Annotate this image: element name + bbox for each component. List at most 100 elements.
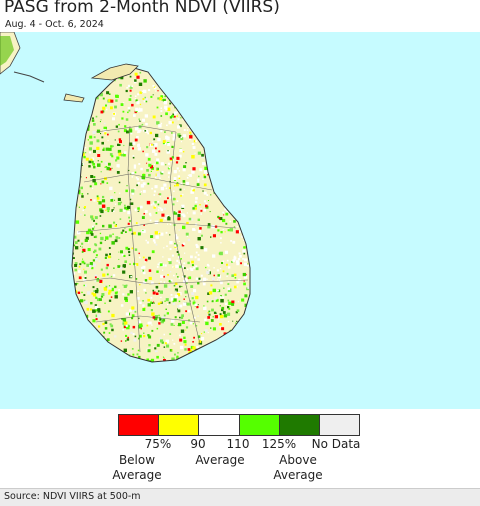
- vegetation-pixel: [165, 112, 168, 116]
- vegetation-pixel: [74, 82, 78, 86]
- vegetation-pixel: [135, 362, 136, 363]
- vegetation-pixel: [114, 239, 118, 243]
- vegetation-pixel: [192, 346, 196, 350]
- vegetation-pixel: [217, 229, 220, 232]
- vegetation-pixel: [156, 327, 159, 330]
- vegetation-pixel: [227, 229, 230, 232]
- vegetation-pixel: [170, 68, 173, 70]
- vegetation-pixel: [224, 231, 226, 233]
- vegetation-pixel: [106, 182, 109, 184]
- vegetation-pixel: [251, 72, 253, 74]
- vegetation-pixel: [179, 149, 183, 153]
- vegetation-pixel: [212, 288, 216, 293]
- vegetation-pixel: [203, 174, 206, 176]
- vegetation-pixel: [149, 162, 151, 164]
- vegetation-pixel: [210, 284, 213, 287]
- vegetation-pixel: [108, 247, 111, 249]
- vegetation-pixel: [135, 364, 137, 366]
- vegetation-pixel: [128, 98, 132, 101]
- vegetation-pixel: [160, 296, 162, 299]
- vegetation-pixel: [80, 350, 83, 352]
- vegetation-pixel: [161, 81, 165, 84]
- vegetation-pixel: [211, 308, 214, 312]
- vegetation-pixel: [97, 308, 101, 312]
- vegetation-pixel: [79, 323, 83, 326]
- vegetation-pixel: [231, 189, 235, 193]
- vegetation-pixel: [89, 230, 93, 235]
- vegetation-pixel: [129, 198, 132, 201]
- vegetation-pixel: [102, 322, 105, 326]
- vegetation-pixel: [215, 68, 218, 71]
- vegetation-pixel: [81, 246, 83, 248]
- legend-swatch-1: [158, 414, 199, 436]
- vegetation-pixel: [71, 155, 72, 156]
- vegetation-pixel: [197, 258, 200, 261]
- vegetation-pixel: [98, 336, 101, 339]
- vegetation-pixel: [169, 196, 173, 199]
- vegetation-pixel: [137, 144, 140, 147]
- vegetation-pixel: [125, 312, 129, 316]
- vegetation-pixel: [153, 346, 155, 348]
- vegetation-pixel: [112, 233, 114, 235]
- vegetation-pixel: [251, 328, 253, 330]
- vegetation-pixel: [73, 332, 76, 334]
- vegetation-pixel: [176, 366, 179, 369]
- vegetation-pixel: [235, 345, 239, 349]
- vegetation-pixel: [81, 152, 85, 156]
- vegetation-pixel: [75, 181, 79, 185]
- vegetation-pixel: [236, 262, 240, 266]
- vegetation-pixel: [177, 214, 181, 217]
- vegetation-pixel: [196, 101, 198, 104]
- vegetation-pixel: [78, 349, 81, 352]
- vegetation-pixel: [166, 245, 168, 247]
- vegetation-pixel: [163, 247, 165, 249]
- vegetation-pixel: [72, 313, 73, 316]
- vegetation-pixel: [78, 276, 82, 280]
- vegetation-pixel: [185, 310, 187, 313]
- vegetation-pixel: [168, 280, 171, 282]
- vegetation-pixel: [92, 179, 96, 183]
- vegetation-pixel: [203, 305, 205, 307]
- vegetation-pixel: [215, 87, 217, 89]
- vegetation-pixel: [194, 256, 197, 259]
- vegetation-pixel: [224, 193, 228, 198]
- vegetation-pixel: [159, 318, 162, 321]
- vegetation-pixel: [120, 201, 123, 204]
- vegetation-pixel: [73, 235, 77, 239]
- vegetation-pixel: [231, 131, 234, 134]
- vegetation-pixel: [251, 181, 254, 184]
- vegetation-pixel: [247, 92, 250, 95]
- vegetation-pixel: [187, 261, 190, 265]
- vegetation-pixel: [208, 291, 213, 295]
- vegetation-pixel: [87, 94, 90, 97]
- vegetation-pixel: [118, 251, 120, 253]
- vegetation-pixel: [219, 326, 221, 328]
- vegetation-pixel: [220, 299, 224, 303]
- vegetation-pixel: [132, 155, 135, 157]
- vegetation-pixel: [82, 248, 86, 252]
- vegetation-pixel: [225, 108, 228, 111]
- vegetation-pixel: [230, 240, 232, 242]
- legend-swatch-3: [238, 414, 279, 436]
- vegetation-pixel: [92, 286, 95, 289]
- vegetation-pixel: [81, 260, 85, 264]
- vegetation-pixel: [149, 131, 152, 135]
- vegetation-pixel: [206, 278, 208, 280]
- vegetation-pixel: [82, 163, 84, 165]
- vegetation-pixel: [223, 62, 225, 64]
- vegetation-pixel: [234, 134, 237, 137]
- vegetation-pixel: [171, 254, 174, 257]
- vegetation-pixel: [195, 119, 197, 121]
- vegetation-pixel: [216, 269, 219, 272]
- vegetation-pixel: [121, 356, 124, 359]
- vegetation-pixel: [190, 285, 194, 288]
- vegetation-pixel: [196, 346, 199, 349]
- vegetation-pixel: [211, 158, 213, 160]
- vegetation-pixel: [135, 263, 139, 266]
- vegetation-pixel: [252, 228, 255, 231]
- vegetation-pixel: [113, 267, 115, 269]
- vegetation-pixel: [92, 104, 94, 107]
- vegetation-pixel: [136, 184, 138, 187]
- vegetation-pixel: [248, 70, 250, 74]
- vegetation-pixel: [77, 283, 79, 285]
